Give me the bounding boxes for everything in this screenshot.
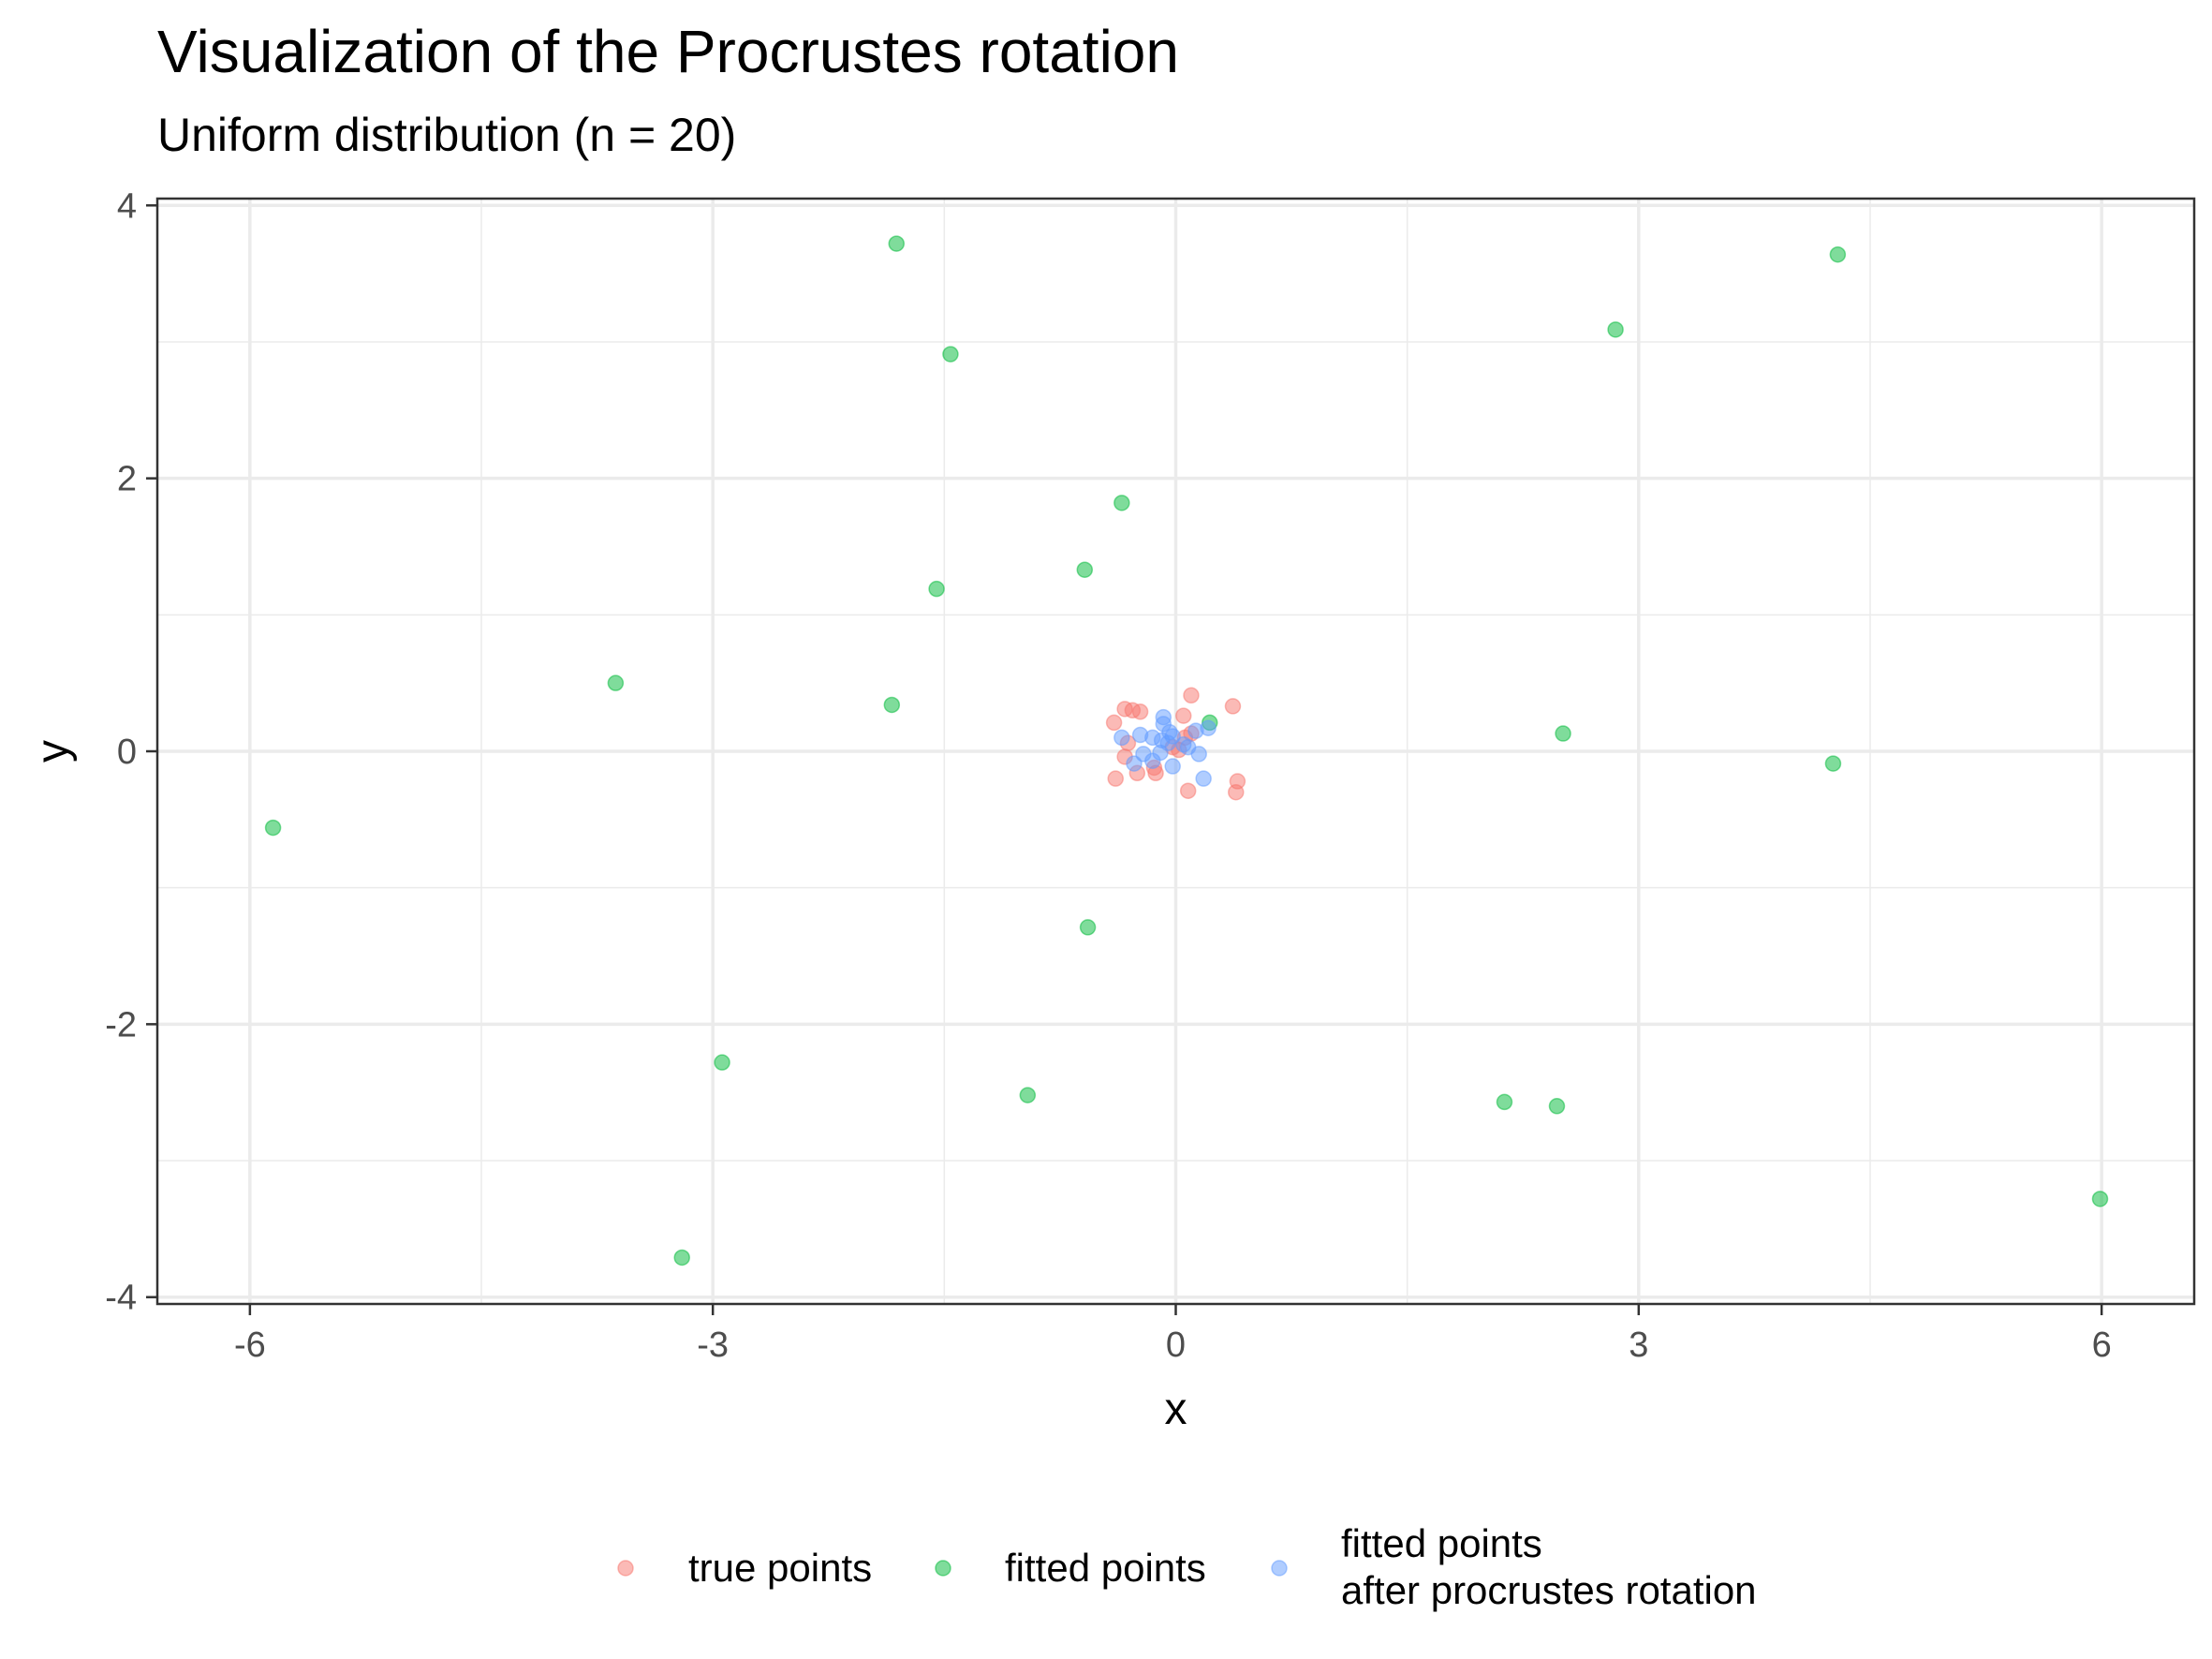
data-points xyxy=(264,235,2109,1266)
x-axis-title: x xyxy=(1165,1385,1187,1434)
data-point xyxy=(1224,698,1242,715)
legend-label-line: fitted points xyxy=(1341,1521,1542,1565)
data-point xyxy=(2091,1191,2109,1207)
y-tick-label: -4 xyxy=(105,1279,137,1318)
data-point xyxy=(1195,770,1212,787)
x-tick-label: 3 xyxy=(1629,1326,1648,1365)
data-point xyxy=(1200,719,1217,736)
y-tick-label: 0 xyxy=(117,733,137,772)
legend-label-line: after procrustes rotation xyxy=(1341,1568,1757,1612)
data-point xyxy=(1829,245,1847,263)
data-point xyxy=(928,580,945,598)
data-point xyxy=(1131,726,1149,744)
data-point xyxy=(1496,1093,1513,1111)
grid xyxy=(157,199,2194,1304)
legend-key xyxy=(617,1560,634,1577)
y-tick-label: -2 xyxy=(105,1005,137,1044)
data-point xyxy=(1228,783,1245,801)
data-point xyxy=(1076,561,1094,578)
data-point xyxy=(1190,746,1207,763)
axes: -6 -3 0 3 6 4 2 0 -2 -4 xyxy=(105,186,2112,1365)
data-point xyxy=(1164,758,1181,775)
y-tick-label: 2 xyxy=(117,460,137,499)
legend-label: fitted points xyxy=(1005,1546,1206,1590)
y-axis-title: y xyxy=(28,740,78,763)
data-point xyxy=(1824,755,1842,772)
data-point xyxy=(1126,755,1143,772)
x-tick-label: 6 xyxy=(2092,1326,2112,1365)
data-point xyxy=(1079,919,1097,936)
data-point xyxy=(673,1249,690,1266)
legend-key xyxy=(1271,1560,1288,1577)
data-point xyxy=(942,346,959,363)
data-point xyxy=(1105,714,1123,732)
data-point xyxy=(1183,687,1200,704)
legend-key xyxy=(935,1560,951,1577)
data-point xyxy=(1555,725,1571,742)
legend-label: true points xyxy=(688,1546,872,1590)
data-point xyxy=(1124,702,1142,719)
chart-title: Visualization of the Procrustes rotation xyxy=(157,18,1179,85)
data-point xyxy=(1607,321,1624,338)
data-point xyxy=(1174,707,1192,724)
data-point xyxy=(1144,752,1161,769)
data-point xyxy=(1113,495,1130,511)
data-point xyxy=(888,235,906,252)
x-tick-label: -3 xyxy=(697,1326,729,1365)
data-point xyxy=(1107,770,1124,787)
data-point xyxy=(1179,782,1197,799)
data-point xyxy=(1019,1087,1037,1104)
y-tick-label: 4 xyxy=(117,186,137,226)
data-point xyxy=(714,1054,730,1071)
data-point xyxy=(264,819,282,837)
data-point xyxy=(1113,729,1130,747)
x-tick-label: 0 xyxy=(1166,1326,1186,1365)
data-point xyxy=(883,696,901,714)
data-point xyxy=(607,674,625,691)
chart-subtitle: Uniform distribution (n = 20) xyxy=(157,109,737,161)
x-tick-label: -6 xyxy=(234,1326,266,1365)
data-point xyxy=(1548,1098,1566,1115)
